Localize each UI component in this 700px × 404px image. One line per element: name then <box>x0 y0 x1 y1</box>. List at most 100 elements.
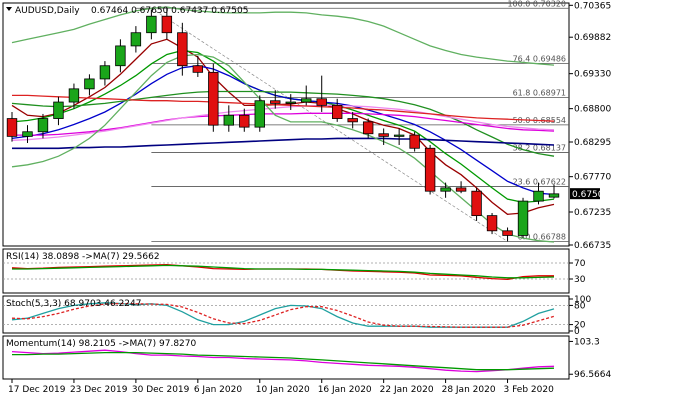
candle <box>455 181 467 194</box>
candle <box>99 61 111 86</box>
price-tick-label: 0.66735 <box>574 241 611 251</box>
time-tick-label: 30 Dec 2019 <box>132 385 190 395</box>
indicator-tick-label: 30 <box>574 275 586 285</box>
fib-level-label: 0.0 0.66788 <box>518 233 566 242</box>
candle <box>424 144 436 195</box>
indicator-line <box>11 349 555 373</box>
moving-averages <box>11 6 555 243</box>
price-tick-label: 0.68295 <box>574 138 611 148</box>
candle <box>393 128 405 145</box>
rsi-panel[interactable] <box>2 248 570 294</box>
candle <box>68 83 80 109</box>
price-tick-label: 0.68800 <box>574 105 611 115</box>
candle <box>223 105 235 132</box>
rsi-legend: RSI(14) 38.0898 ->MA(7) 29.5662 <box>6 252 160 262</box>
fib-level-label: 100.0 0.70320 <box>507 0 566 8</box>
candles <box>6 8 560 242</box>
indicator-line <box>11 302 555 328</box>
moving-average-line <box>11 53 555 243</box>
fib-level-label: 38.2 0.68137 <box>513 143 566 152</box>
candle <box>192 55 204 77</box>
candle <box>409 131 420 152</box>
stoch-lines <box>3 302 569 328</box>
candle <box>331 98 343 122</box>
momentum-legend: Momentum(14) 98.2105 ->MA(7) 97.8270 <box>6 339 197 349</box>
moving-average-line <box>12 137 555 150</box>
time-tick-label: 10 Jan 2020 <box>256 385 310 395</box>
time-tick-label: 28 Jan 2020 <box>442 385 496 395</box>
candle <box>208 63 219 132</box>
indicator-tick-label: 103.3 <box>574 337 600 347</box>
indicator-tick-label: 96.5664 <box>574 370 611 380</box>
indicator-tick-label: 0 <box>574 327 580 337</box>
indicator-tick-label: 80 <box>574 301 586 311</box>
moving-average-line <box>11 6 555 66</box>
candle <box>254 95 265 132</box>
time-tick-label: 16 Jan 2020 <box>318 385 372 395</box>
indicator-tick-label: 70 <box>574 259 586 269</box>
last-price-label: 0.67505 <box>572 190 609 200</box>
symbol-menu-icon[interactable] <box>6 7 12 11</box>
indicator-tick-label: 20 <box>574 321 586 331</box>
time-tick-label: 17 Dec 2019 <box>8 385 66 395</box>
price-tick-label: 0.67770 <box>574 173 611 183</box>
indicator-line <box>12 351 555 371</box>
time-tick-label: 6 Jan 2020 <box>194 385 242 395</box>
candle <box>130 26 142 53</box>
stoch-legend: Stoch(5,3,3) 68.9703 46.2247 <box>6 299 141 309</box>
time-tick-label: 3 Feb 2020 <box>504 385 555 395</box>
candle <box>115 39 126 73</box>
candle <box>177 22 188 76</box>
candle <box>53 96 64 126</box>
moving-average-line <box>12 112 555 136</box>
candle <box>301 85 312 106</box>
candle <box>486 212 498 235</box>
price-tick-label: 0.69330 <box>574 70 611 80</box>
ohlc-readout: 0.67464 0.67650 0.67437 0.67505 <box>91 6 248 16</box>
price-tick-label: 0.67235 <box>574 208 611 218</box>
candle <box>347 111 358 129</box>
fib-level-label: 61.8 0.68971 <box>513 88 566 97</box>
candle <box>517 197 529 239</box>
indicator-line <box>12 264 555 279</box>
moving-average-line <box>11 65 555 196</box>
candle <box>362 118 374 139</box>
candle <box>22 125 33 143</box>
candle <box>378 128 389 145</box>
candle <box>6 111 18 142</box>
indicator-tick-label: 100 <box>574 295 591 305</box>
candle <box>502 227 513 242</box>
moving-average-line <box>11 104 555 141</box>
candle <box>84 74 95 96</box>
symbol-title: AUDUSD,Daily <box>15 6 80 16</box>
candle <box>239 108 250 132</box>
momentum-axis: 103.3 96.5664 <box>569 337 611 380</box>
rsi-axis: 70 30 <box>569 259 586 285</box>
candle <box>161 8 173 40</box>
candle <box>270 90 281 109</box>
candle <box>440 182 451 198</box>
candle <box>316 75 327 112</box>
current-price-marker: 0.67505 <box>570 188 609 200</box>
moving-average-line <box>11 38 555 215</box>
momentum-lines <box>11 349 555 373</box>
candle <box>285 94 296 110</box>
candle <box>533 182 544 205</box>
price-tick-label: 0.69882 <box>574 33 611 43</box>
fib-level-label: 23.6 0.67622 <box>513 177 566 186</box>
fib-level-label: 76.4 0.69486 <box>513 54 566 63</box>
fib-trend-line <box>151 7 508 242</box>
moving-average-line <box>12 94 555 122</box>
candle <box>548 184 560 199</box>
time-tick-label: 23 Dec 2019 <box>70 385 128 395</box>
candle <box>146 9 157 40</box>
rsi-lines <box>3 262 569 281</box>
price-axis: 0.70365 0.69882 0.69330 0.68800 0.68295 0.677… <box>569 1 611 251</box>
candle <box>37 113 49 139</box>
time-tick-label: 22 Jan 2020 <box>380 385 434 395</box>
time-axis: 17 Dec 2019 23 Dec 2019 30 Dec 2019 6 Jan 2… <box>8 379 554 395</box>
